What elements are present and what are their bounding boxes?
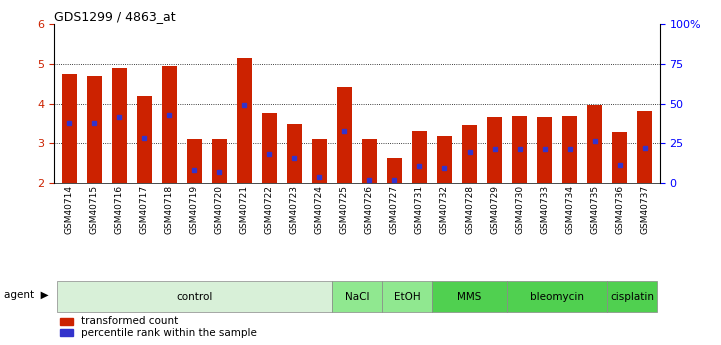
Text: GSM40719: GSM40719 [190,185,199,234]
Bar [337,87,352,183]
Bar [56,281,332,312]
Bar [507,281,607,312]
Bar [287,124,302,183]
Text: bleomycin: bleomycin [530,292,584,302]
Text: GSM40727: GSM40727 [390,185,399,234]
Text: GSM40734: GSM40734 [565,185,574,234]
Text: GSM40723: GSM40723 [290,185,298,234]
Text: GSM40732: GSM40732 [440,185,449,234]
Bar [60,318,74,325]
Bar [512,116,527,183]
Text: EtOH: EtOH [394,292,420,302]
Text: NaCl: NaCl [345,292,369,302]
Text: GSM40725: GSM40725 [340,185,349,234]
Text: GSM40730: GSM40730 [515,185,524,234]
Bar [487,117,502,183]
Bar [537,117,552,183]
Text: GSM40736: GSM40736 [615,185,624,234]
Text: GSM40724: GSM40724 [315,185,324,234]
Text: GSM40735: GSM40735 [590,185,599,234]
Bar [262,114,277,183]
Bar [612,132,627,183]
Bar [162,66,177,183]
Text: GSM40737: GSM40737 [640,185,649,234]
Text: GSM40733: GSM40733 [540,185,549,234]
Bar [382,281,432,312]
Text: GSM40728: GSM40728 [465,185,474,234]
Bar [387,158,402,183]
Bar [332,281,382,312]
Bar [236,58,252,183]
Bar [412,131,427,183]
Bar [87,76,102,183]
Text: GSM40714: GSM40714 [65,185,74,234]
Text: control: control [176,292,213,302]
Text: GSM40720: GSM40720 [215,185,224,234]
Bar [112,68,127,183]
Text: GSM40722: GSM40722 [265,185,274,234]
Bar [61,74,76,183]
Bar [637,111,653,183]
Text: GSM40717: GSM40717 [140,185,149,234]
Bar [437,136,452,183]
Bar [60,329,74,336]
Bar [312,139,327,183]
Text: GSM40721: GSM40721 [240,185,249,234]
Bar [362,139,377,183]
Text: GSM40716: GSM40716 [115,185,123,234]
Text: transformed count: transformed count [81,316,179,326]
Bar [562,116,577,183]
Text: GSM40731: GSM40731 [415,185,424,234]
Bar [187,139,202,183]
Text: GSM40715: GSM40715 [89,185,99,234]
Bar [212,139,227,183]
Text: GDS1299 / 4863_at: GDS1299 / 4863_at [54,10,176,23]
Text: cisplatin: cisplatin [610,292,654,302]
Text: MMS: MMS [457,292,482,302]
Bar [462,125,477,183]
Bar [607,281,658,312]
Text: GSM40718: GSM40718 [164,185,174,234]
Text: GSM40726: GSM40726 [365,185,374,234]
Bar [587,106,602,183]
Text: agent  ▶: agent ▶ [4,290,48,300]
Text: GSM40729: GSM40729 [490,185,499,234]
Bar [137,96,151,183]
Bar [432,281,507,312]
Text: percentile rank within the sample: percentile rank within the sample [81,328,257,338]
